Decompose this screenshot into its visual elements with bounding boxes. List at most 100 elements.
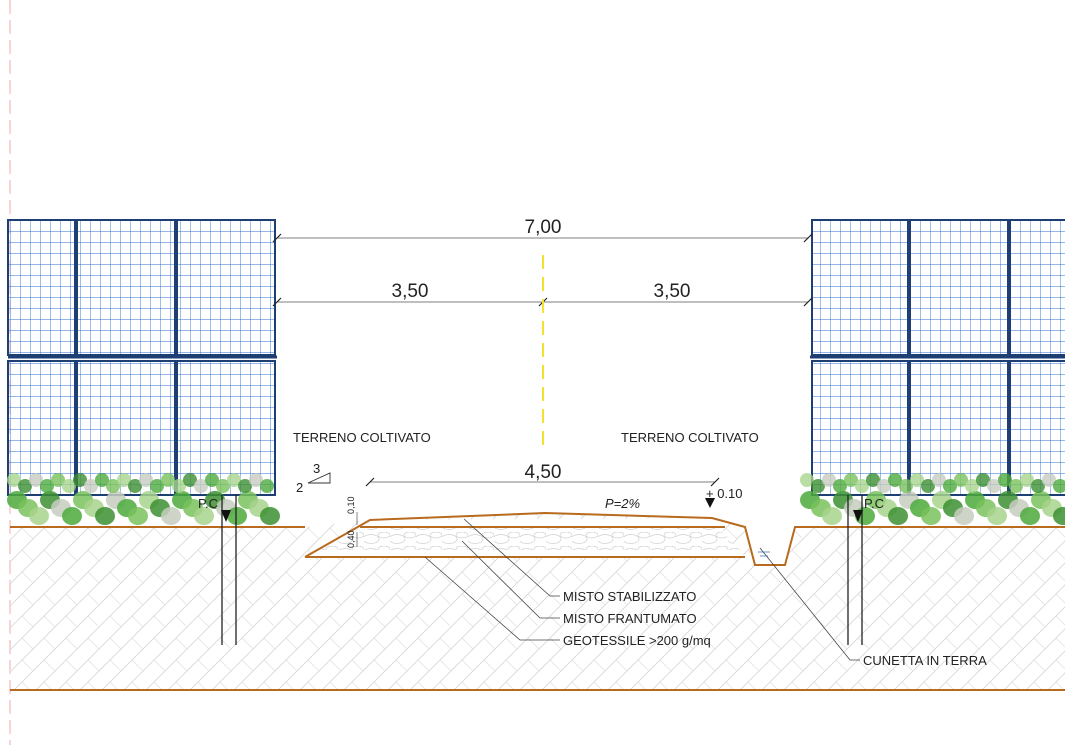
elevation: + 0.10: [706, 486, 743, 501]
bush: [1020, 473, 1034, 487]
solar-panels: [7, 219, 1065, 496]
bush: [128, 479, 142, 493]
bush: [106, 479, 120, 493]
bush: [117, 473, 131, 487]
bush: [62, 507, 82, 525]
bush: [51, 473, 65, 487]
bush: [227, 507, 247, 525]
leader: [424, 556, 560, 641]
panel-module: [76, 360, 176, 496]
ground-label: TERRENO COLTIVATO: [293, 430, 431, 445]
panel-module: [7, 360, 76, 496]
bush: [95, 473, 109, 487]
bush: [183, 473, 197, 487]
bush: [987, 507, 1007, 525]
bush: [954, 473, 968, 487]
bush: [172, 479, 186, 493]
layer-label: MISTO STABILIZZATO: [563, 589, 696, 604]
bush: [73, 473, 87, 487]
bush: [1053, 479, 1065, 493]
panel-module: [176, 219, 276, 356]
leader: [759, 547, 860, 661]
bush: [800, 473, 814, 487]
bush: [216, 479, 230, 493]
panel-module: [909, 219, 1009, 356]
bush: [62, 479, 76, 493]
bush: [1031, 479, 1045, 493]
dim-road: 4,50: [525, 462, 562, 483]
bush: [7, 473, 21, 487]
bush: [822, 507, 842, 525]
ratio-h: 3: [313, 461, 320, 476]
ditch-label: CUNETTA IN TERRA: [863, 653, 987, 668]
bush: [29, 507, 49, 525]
bush: [844, 473, 858, 487]
bush: [899, 479, 913, 493]
bush: [194, 507, 214, 525]
bush: [1053, 507, 1065, 525]
ground-label: TERRENO COLTIVATO: [621, 430, 759, 445]
bush: [910, 473, 924, 487]
crushed-layer: [318, 527, 740, 550]
dim-right: 3,50: [654, 281, 691, 302]
bush: [40, 479, 54, 493]
panel-module: [909, 360, 1009, 496]
slope: P=2%: [605, 496, 640, 511]
panel-module: [176, 360, 276, 496]
bush: [987, 479, 1001, 493]
panel-module: [7, 219, 76, 356]
bush: [227, 473, 241, 487]
bush: [194, 479, 208, 493]
bush: [943, 479, 957, 493]
bush: [811, 479, 825, 493]
bush: [855, 479, 869, 493]
bush: [161, 473, 175, 487]
bush: [833, 479, 847, 493]
reference-mark: P.C: [198, 496, 218, 511]
ground-line: [10, 511, 1065, 566]
leader: [461, 540, 560, 619]
reference-mark: P.C: [864, 496, 884, 511]
bush: [139, 473, 153, 487]
bush: [29, 473, 43, 487]
panel-module: [76, 219, 176, 356]
layer-base: 0,40: [346, 530, 356, 548]
bush: [998, 473, 1012, 487]
bush: [95, 507, 115, 525]
bush: [150, 479, 164, 493]
bush: [888, 473, 902, 487]
slope-triangle: [307, 472, 331, 484]
bush: [932, 473, 946, 487]
bush: [84, 479, 98, 493]
ground-fill: [10, 513, 1065, 690]
layer-label: MISTO FRANTUMATO: [563, 611, 697, 626]
bush: [921, 479, 935, 493]
bush: [18, 479, 32, 493]
bush: [161, 507, 181, 525]
bush: [822, 473, 836, 487]
bush: [965, 479, 979, 493]
bush: [128, 507, 148, 525]
dim-ticks: [272, 233, 813, 487]
bush: [866, 473, 880, 487]
bush: [249, 473, 263, 487]
layer-top: 0,10: [346, 496, 356, 514]
dim-left: 3,50: [392, 281, 429, 302]
bush: [1020, 507, 1040, 525]
panel-module: [811, 360, 909, 496]
panel-module: [1009, 219, 1065, 356]
bush: [921, 507, 941, 525]
panel-module: [1009, 360, 1065, 496]
bush: [238, 479, 252, 493]
bush: [260, 479, 274, 493]
bush: [1042, 473, 1056, 487]
bush: [954, 507, 974, 525]
bush: [205, 473, 219, 487]
bush: [888, 507, 908, 525]
poles: [221, 495, 863, 645]
bush: [976, 473, 990, 487]
ratio-v: 2: [296, 480, 303, 495]
leader: [463, 518, 560, 597]
dim-total: 7,00: [525, 217, 562, 238]
